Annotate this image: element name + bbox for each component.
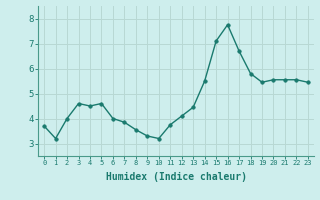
X-axis label: Humidex (Indice chaleur): Humidex (Indice chaleur) xyxy=(106,172,246,182)
